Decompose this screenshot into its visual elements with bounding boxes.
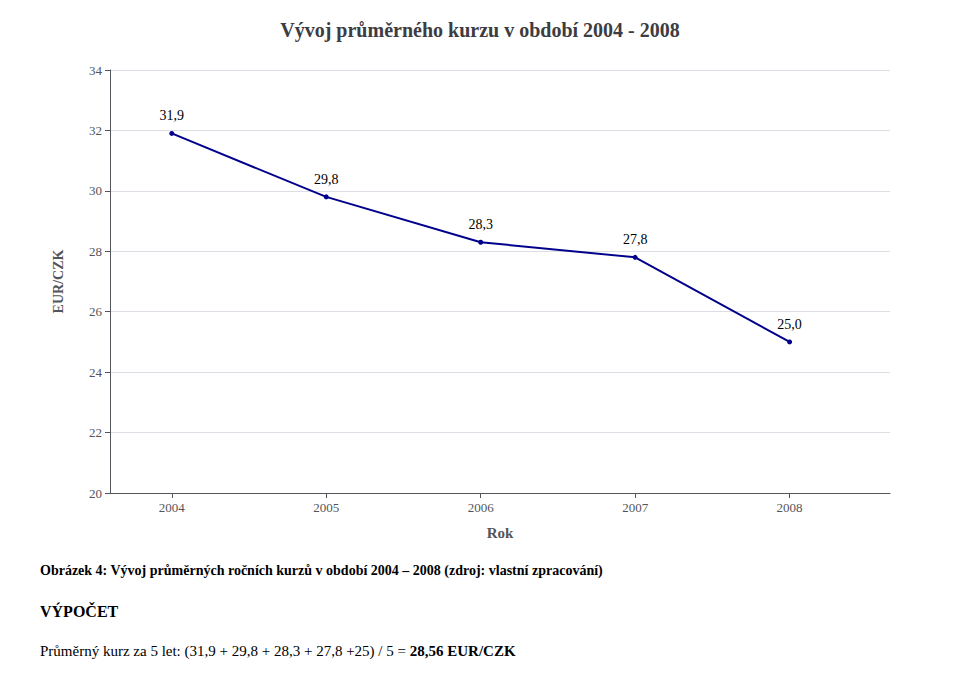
svg-text:VÝPOČET: VÝPOČET — [40, 602, 119, 620]
svg-text:26: 26 — [89, 304, 103, 319]
svg-text:2007: 2007 — [622, 500, 649, 515]
svg-text:2008: 2008 — [777, 500, 803, 515]
svg-text:30: 30 — [89, 183, 102, 198]
svg-text:EUR/CZK: EUR/CZK — [51, 250, 66, 314]
svg-text:28: 28 — [89, 244, 102, 259]
svg-text:31,9: 31,9 — [160, 108, 185, 123]
svg-text:24: 24 — [89, 365, 103, 380]
svg-text:27,8: 27,8 — [623, 232, 648, 247]
svg-text:Průměrný kurz za 5 let: (31,9: Průměrný kurz za 5 let: (31,9 + 29,8 + 2… — [40, 643, 406, 660]
svg-text:32: 32 — [89, 123, 102, 138]
svg-text:28,56 EUR/CZK: 28,56 EUR/CZK — [410, 643, 516, 659]
svg-text:20: 20 — [89, 486, 102, 501]
svg-text:Rok: Rok — [487, 525, 514, 541]
svg-text:Obrázek 4: Vývoj průměrných ro: Obrázek 4: Vývoj průměrných ročních kurz… — [40, 563, 603, 579]
svg-text:2004: 2004 — [159, 500, 186, 515]
svg-text:2006: 2006 — [468, 500, 495, 515]
svg-text:2005: 2005 — [313, 500, 339, 515]
svg-text:Vývoj průměrného kurzu v obdob: Vývoj průměrného kurzu v období 2004 - 2… — [280, 19, 679, 42]
svg-text:28,3: 28,3 — [468, 217, 493, 232]
svg-text:22: 22 — [89, 425, 102, 440]
svg-text:29,8: 29,8 — [314, 172, 339, 187]
svg-text:25,0: 25,0 — [777, 317, 802, 332]
svg-text:34: 34 — [89, 63, 103, 78]
